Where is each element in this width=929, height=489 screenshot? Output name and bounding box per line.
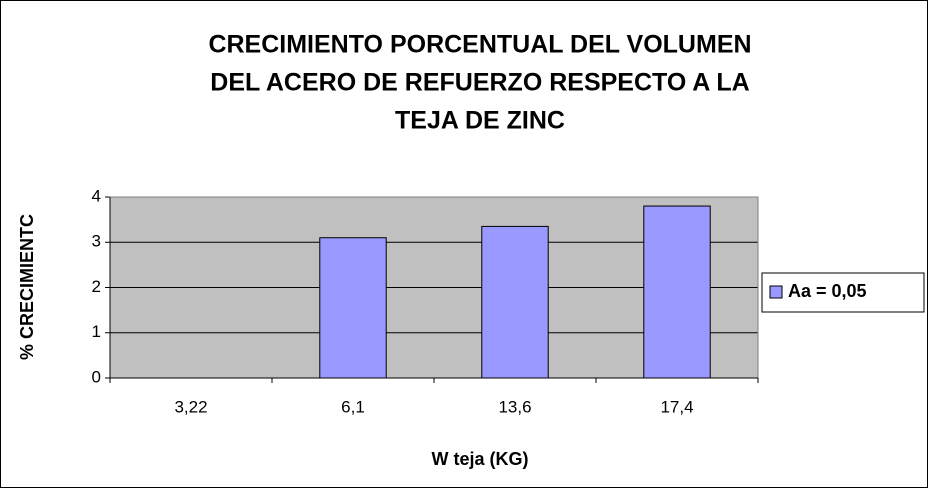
- chart-title: CRECIMIENTO PORCENTUAL DEL VOLUMEN: [208, 31, 751, 59]
- legend-swatch: [769, 285, 783, 299]
- y-axis-title: % CRECIMIENTC: [17, 214, 37, 360]
- y-tick-label: 2: [92, 277, 101, 296]
- legend-label: Aa = 0,05: [788, 281, 867, 301]
- y-tick-label: 1: [92, 322, 101, 341]
- legend-box: [761, 272, 925, 313]
- x-tick-label: 17,4: [660, 397, 693, 416]
- x-tick-label: 6,1: [341, 397, 365, 416]
- bar: [643, 205, 711, 379]
- y-tick-label: 3: [92, 232, 101, 251]
- x-tick-label: 3,22: [174, 397, 207, 416]
- y-tick-label: 0: [92, 367, 101, 386]
- chart-title: TEJA DE ZINC: [395, 107, 565, 135]
- chart-title: DEL ACERO DE REFUERZO RESPECTO A LA: [210, 69, 749, 97]
- bar: [319, 237, 387, 379]
- y-tick-label: 4: [92, 186, 101, 205]
- bar: [481, 225, 549, 379]
- x-axis-title: W teja (KG): [432, 449, 529, 469]
- x-tick-label: 13,6: [498, 397, 531, 416]
